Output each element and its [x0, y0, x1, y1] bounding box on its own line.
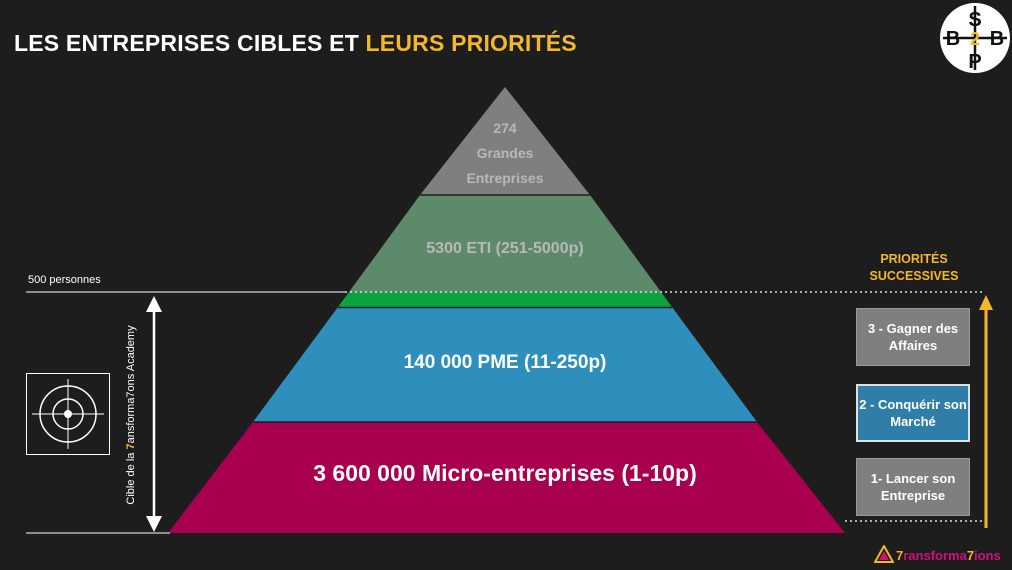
- target-label-after: ansforma7ons Academy: [125, 325, 137, 444]
- pyramid-segment-pme: [253, 307, 757, 422]
- title-highlight: LEURS PRIORITÉS: [365, 30, 577, 56]
- priorities-title-line1: PRIORITÉS: [880, 252, 948, 266]
- segment-grandes-label: 274 Grandes Entreprises: [430, 116, 580, 191]
- svg-text:B: B: [946, 28, 960, 50]
- pyramid-green-band: [338, 292, 672, 307]
- segment-eti-label: 5300 ETI (251-5000p): [426, 240, 584, 257]
- brand-seven2: 7: [966, 548, 975, 563]
- brand-logo: 7ransforma7ions: [896, 548, 1001, 563]
- brand-end: ions: [974, 548, 1001, 563]
- s2bbp-logo: S B 2 B P: [940, 3, 1010, 73]
- pyramid-segment-eti: [349, 195, 661, 292]
- svg-text:P: P: [968, 51, 981, 73]
- page-title: LES ENTREPRISES CIBLES ET LEURS PRIORITÉ…: [14, 30, 577, 57]
- target-icon: [26, 373, 110, 455]
- target-vertical-label: Cible de la 7ansforma7ons Academy: [125, 325, 137, 504]
- title-part1: LES ENTREPRISES CIBLES ET: [14, 30, 366, 56]
- priority-box-2: 2 - Conquérir son Marché: [856, 384, 970, 442]
- threshold-label: 500 personnes: [28, 274, 101, 286]
- priority-box-1: 1- Lancer son Entreprise: [856, 458, 970, 516]
- pyramid-segment-grandes: [420, 87, 590, 195]
- svg-text:2: 2: [970, 29, 980, 49]
- segment-micro-label: 3 600 000 Micro-entreprises (1-10p): [313, 460, 697, 486]
- brand-mid: ransforma: [903, 548, 967, 563]
- priorities-title: PRIORITÉS SUCCESSIVES: [852, 251, 976, 285]
- svg-text:S: S: [968, 9, 981, 31]
- grandes-count: 274: [493, 120, 517, 136]
- brand-triangle-icon: [874, 545, 894, 563]
- priorities-title-line2: SUCCESSIVES: [869, 269, 959, 283]
- grandes-line3: Entreprises: [466, 170, 544, 186]
- target-label-before: Cible de la: [125, 449, 137, 505]
- priority-box-3: 3 - Gagner des Affaires: [856, 308, 970, 366]
- target-label-seven: 7: [125, 443, 137, 450]
- segment-pme-label: 140 000 PME (11-250p): [403, 352, 607, 373]
- priority-arrow: [979, 295, 993, 528]
- brand-seven1: 7: [896, 548, 904, 563]
- target-range-arrow: [146, 296, 162, 532]
- pyramid-segment-micro: [168, 422, 845, 533]
- grandes-line2: Grandes: [476, 145, 534, 161]
- svg-text:B: B: [990, 28, 1004, 50]
